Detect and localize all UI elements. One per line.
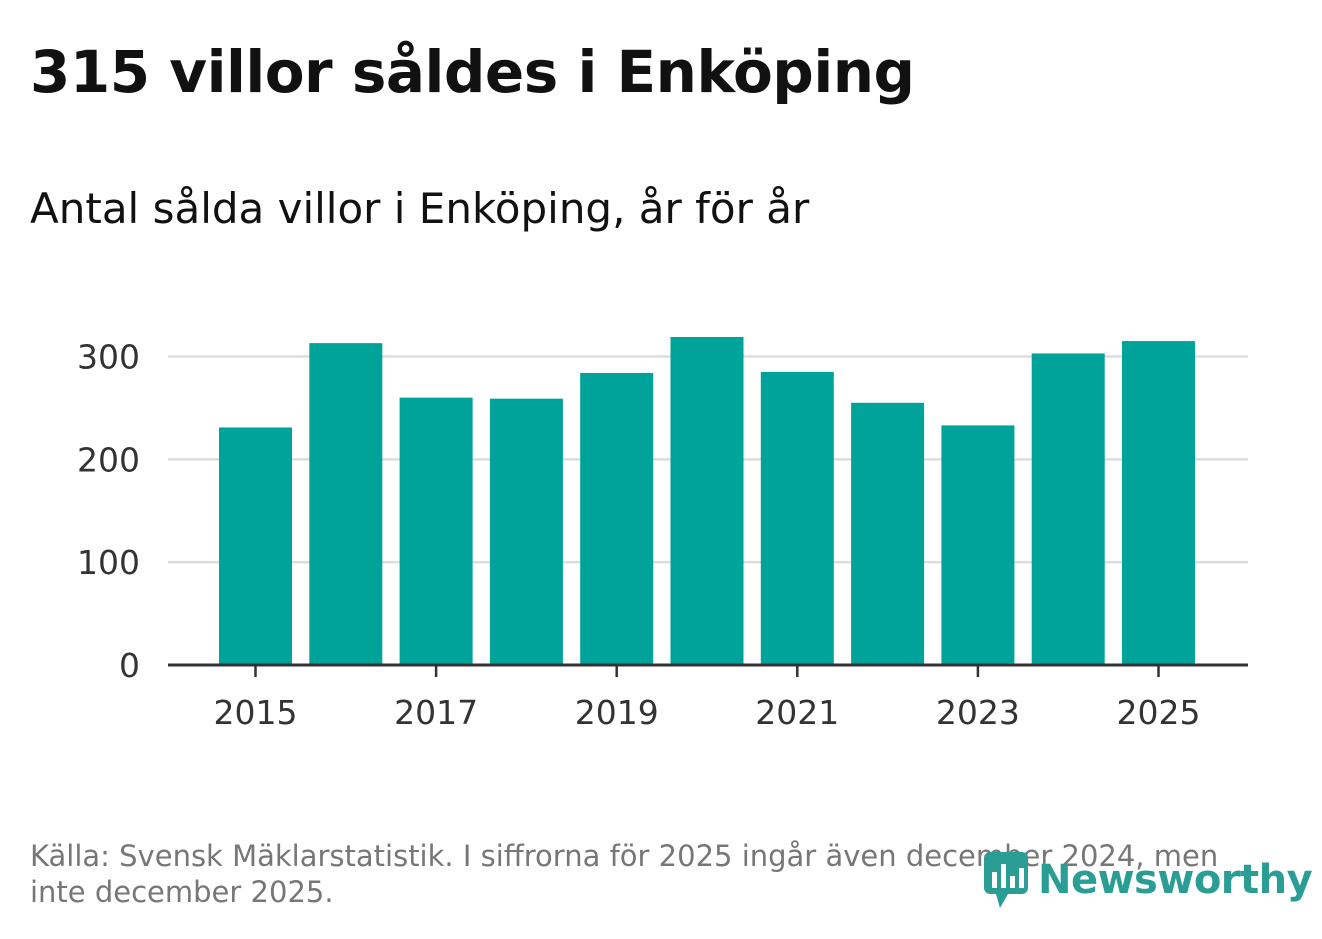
bar-2018 [489,398,563,665]
x-tick-label: 2017 [394,693,478,732]
bar-2022 [851,402,925,665]
bar-2020 [670,336,744,665]
newsworthy-logo-icon [984,852,1028,908]
x-tick-label: 2015 [214,693,298,732]
y-tick-label: 0 [119,646,140,685]
x-tick-label: 2021 [755,693,839,732]
bar-2017 [399,397,473,665]
brand-name: Newsworthy [1038,857,1313,903]
bar-2024 [1031,353,1105,665]
bar-2015 [219,427,292,665]
bars [219,336,1195,665]
chart-subtitle: Antal sålda villor i Enköping, år för år [30,184,810,233]
y-tick-label: 100 [77,543,140,582]
bar-2021 [760,371,834,665]
chart-title: 315 villor såldes i Enköping [30,38,915,106]
x-tick-label: 2023 [936,693,1020,732]
y-tick-label: 300 [77,338,140,377]
bar-2019 [580,372,654,665]
x-tick-label: 2019 [575,693,659,732]
axes: 0 100 200 300 2015 2017 2019 2021 2023 2025 [77,338,1248,732]
bar-2016 [309,343,383,665]
x-tick-label: 2025 [1117,693,1201,732]
brand-logo: Newsworthy [982,850,1313,910]
bar-2025 [1122,341,1195,665]
bar-2023 [941,425,1015,665]
y-tick-label: 200 [77,440,140,479]
